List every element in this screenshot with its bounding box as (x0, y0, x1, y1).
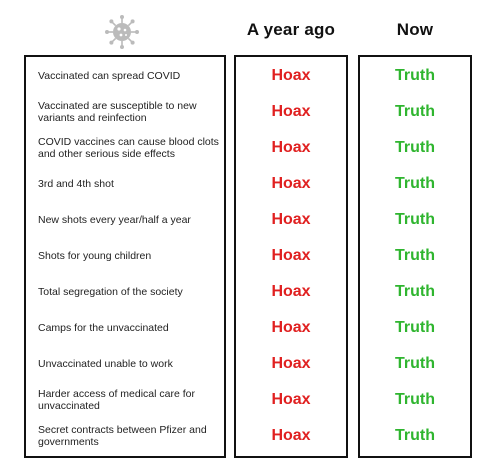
table-row: Harder access of medical care for unvacc… (0, 382, 500, 418)
claim-text: COVID vaccines can cause blood clots and… (38, 136, 219, 160)
claim-text: Shots for young children (38, 250, 152, 262)
claims-box (24, 55, 226, 458)
verdict-now: Truth (395, 427, 435, 444)
claim-text: Vaccinated can spread COVID (38, 70, 181, 82)
verdict-now: Truth (395, 283, 435, 300)
claim-text: New shots every year/half a year (38, 214, 191, 226)
table-row: Unvaccinated unable to work Hoax Truth (0, 346, 500, 382)
claim-text: Total segregation of the society (38, 286, 183, 298)
table-row: Shots for young children Hoax Truth (0, 238, 500, 274)
header: A year ago Now (0, 0, 500, 60)
verdict-a-year-ago: Hoax (271, 247, 311, 264)
verdict-a-year-ago: Hoax (271, 67, 311, 84)
claim-text: Vaccinated are susceptible to new varian… (38, 100, 197, 124)
table-row: New shots every year/half a year Hoax Tr… (0, 202, 500, 238)
claim-text: Harder access of medical care for unvacc… (38, 388, 195, 412)
verdict-now: Truth (395, 175, 435, 192)
verdict-now: Truth (395, 211, 435, 228)
table-row: 3rd and 4th shot Hoax Truth (0, 166, 500, 202)
virus-icon (105, 15, 139, 49)
claim-text: 3rd and 4th shot (38, 178, 114, 190)
verdict-a-year-ago: Hoax (271, 139, 311, 156)
now-box (358, 55, 472, 458)
claim-text: Camps for the unvaccinated (38, 322, 169, 334)
verdict-a-year-ago: Hoax (271, 103, 311, 120)
table-row: Vaccinated are susceptible to new varian… (0, 94, 500, 130)
column-title-a-year-ago: A year ago (246, 20, 336, 39)
column-title-now: Now (396, 20, 434, 39)
verdict-a-year-ago: Hoax (271, 427, 311, 444)
verdict-now: Truth (395, 139, 435, 156)
verdict-now: Truth (395, 103, 435, 120)
claim-text: Secret contracts between Pfizer and gove… (38, 424, 207, 448)
table-row: COVID vaccines can cause blood clots and… (0, 130, 500, 166)
verdict-a-year-ago: Hoax (271, 391, 311, 408)
verdict-now: Truth (395, 319, 435, 336)
claim-text: Unvaccinated unable to work (38, 358, 173, 370)
verdict-now: Truth (395, 355, 435, 372)
table-row: Secret contracts between Pfizer and gove… (0, 418, 500, 454)
verdict-a-year-ago: Hoax (271, 175, 311, 192)
table-row: Camps for the unvaccinated Hoax Truth (0, 310, 500, 346)
verdict-a-year-ago: Hoax (271, 211, 311, 228)
verdict-a-year-ago: Hoax (271, 355, 311, 372)
a-year-ago-box (234, 55, 348, 458)
verdict-now: Truth (395, 67, 435, 84)
verdict-a-year-ago: Hoax (271, 319, 311, 336)
table-row: Vaccinated can spread COVID Hoax Truth (0, 58, 500, 94)
verdict-now: Truth (395, 247, 435, 264)
verdict-now: Truth (395, 391, 435, 408)
verdict-a-year-ago: Hoax (271, 283, 311, 300)
table-row: Total segregation of the society Hoax Tr… (0, 274, 500, 310)
